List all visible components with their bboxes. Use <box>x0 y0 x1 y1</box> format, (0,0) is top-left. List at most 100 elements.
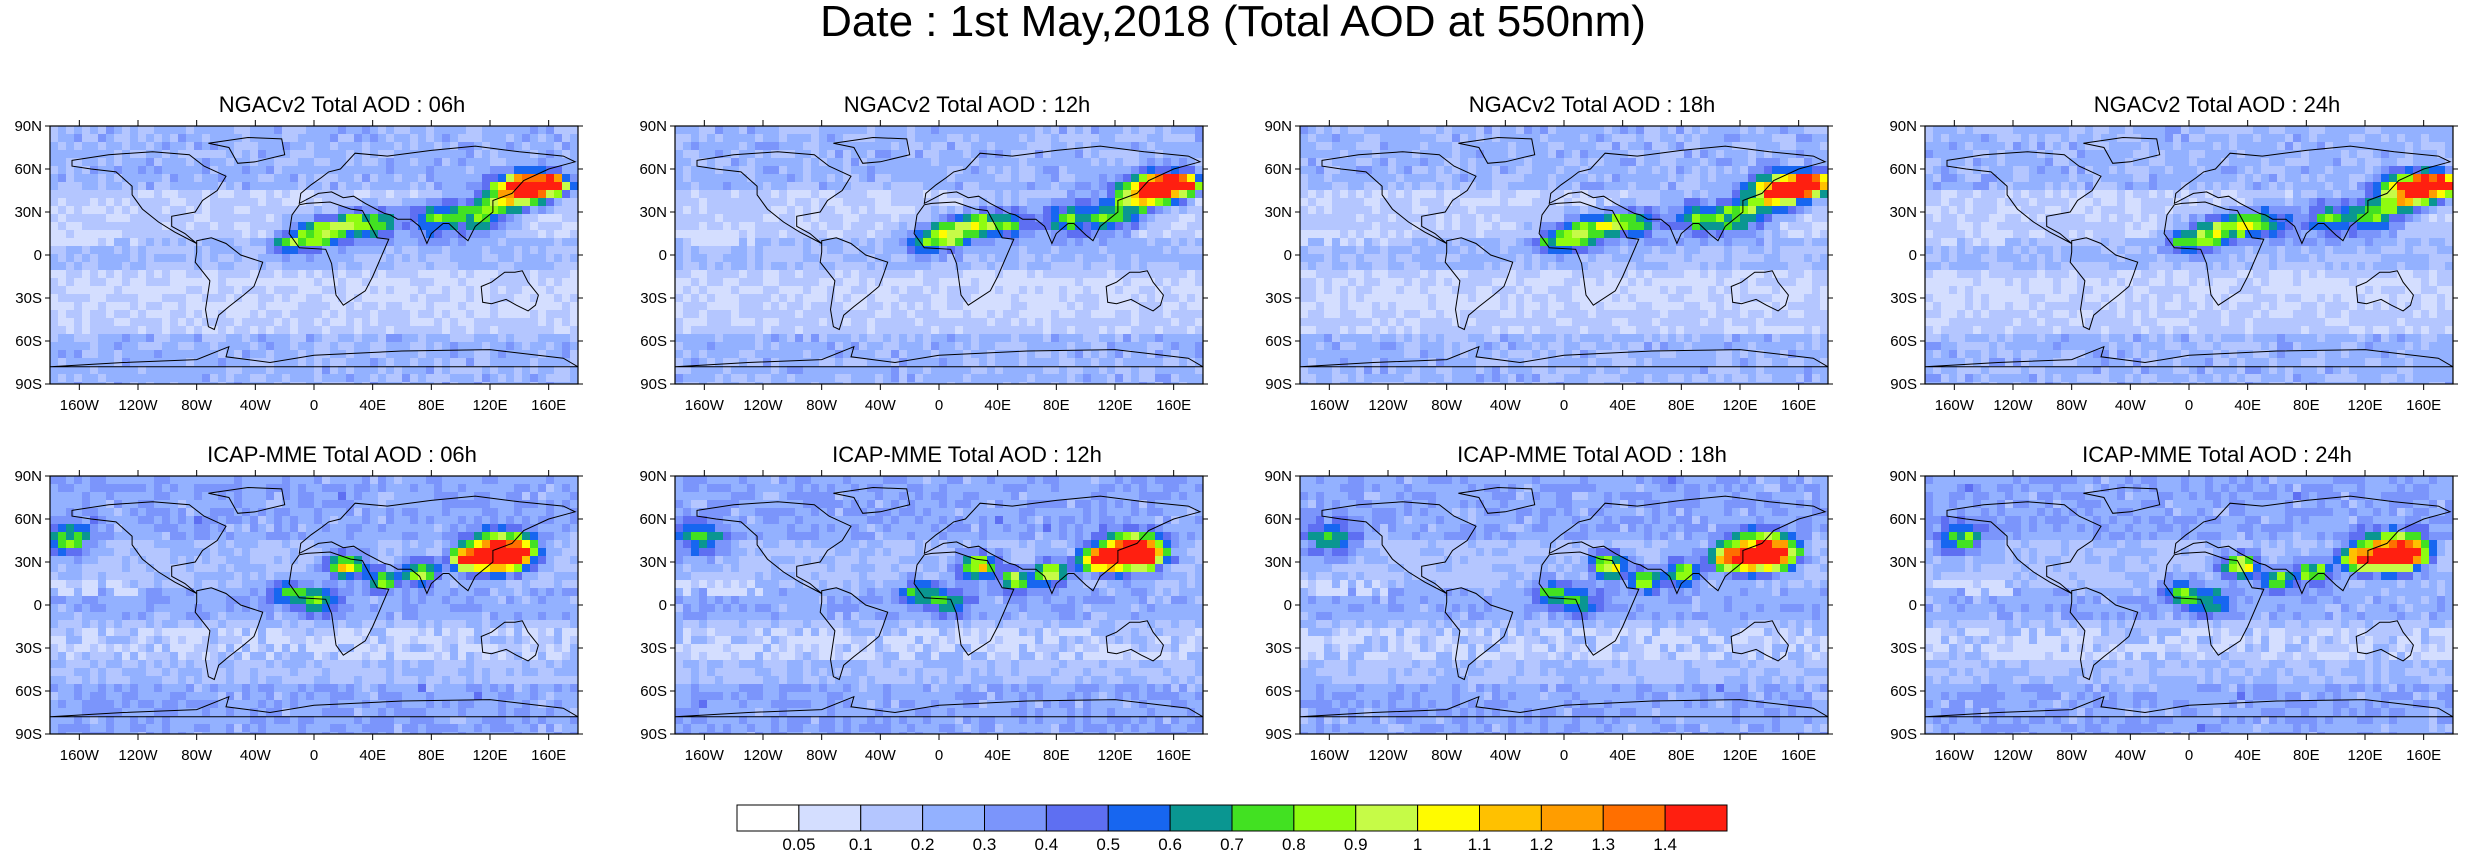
coastline <box>833 486 911 514</box>
lat-tick-label: 60N <box>14 161 42 178</box>
lat-tick-label: 90N <box>1264 118 1292 135</box>
lat-tick-label: 30S <box>15 290 42 307</box>
lat-tick-label: 30N <box>1264 204 1292 221</box>
colorbar-tick-label: 0.8 <box>1282 835 1306 854</box>
lat-tick-label: 0 <box>1284 597 1292 614</box>
coastline <box>2173 495 2452 595</box>
panel-title: ICAP-MME Total AOD : 06h <box>207 442 477 467</box>
aod-map: 90N 60N 30N 0 30S 60S 90S 160W 120W 80W 40W 0 40E 80E… <box>1264 468 1833 764</box>
colorbar-swatch <box>1355 804 1419 832</box>
coastline <box>208 136 286 164</box>
lon-tick-label: 160W <box>685 747 725 764</box>
lat-tick-label: 60N <box>1889 161 1917 178</box>
lat-tick-label: 0 <box>34 247 42 264</box>
panel-title: NGACv2 Total AOD : 24h <box>2093 92 2341 117</box>
lon-tick-label: 80E <box>2293 397 2320 414</box>
coastline <box>1458 136 1536 164</box>
lon-tick-label: 40E <box>359 397 386 414</box>
coastline <box>675 695 1203 718</box>
lon-tick-label: 40W <box>1490 397 1522 414</box>
lon-tick-label: 40W <box>1490 747 1522 764</box>
lon-tick-label: 160E <box>2406 747 2441 764</box>
lon-tick-label: 120E <box>2347 397 2382 414</box>
lon-tick-label: 160E <box>2406 397 2441 414</box>
lon-tick-label: 120E <box>1722 397 1757 414</box>
lat-tick-label: 60N <box>1889 511 1917 528</box>
coastline <box>1458 486 1536 514</box>
lat-tick-label: 0 <box>1909 597 1917 614</box>
lat-tick-label: 60S <box>640 683 667 700</box>
coastline <box>298 145 577 245</box>
lon-tick-label: 80W <box>181 747 213 764</box>
lon-tick-label: 80W <box>2056 397 2088 414</box>
lat-tick-label: 30N <box>1889 204 1917 221</box>
lat-tick-label: 60S <box>1890 333 1917 350</box>
coastline <box>1300 345 1828 368</box>
lat-tick-label: 30S <box>15 640 42 657</box>
colorbar-tick-label: 1.3 <box>1591 835 1616 854</box>
lon-tick-label: 160E <box>1781 747 1816 764</box>
lon-tick-label: 80E <box>418 747 445 764</box>
coastline <box>2355 270 2414 312</box>
colorbar-tick-label: 0.4 <box>1034 835 1059 854</box>
lon-tick-label: 120E <box>2347 747 2382 764</box>
coastline <box>696 501 852 594</box>
lon-tick-label: 40E <box>2234 747 2261 764</box>
coastline <box>1444 237 1514 331</box>
lon-tick-label: 80W <box>806 747 838 764</box>
coastline <box>1538 201 1640 306</box>
lat-tick-label: 60S <box>15 683 42 700</box>
lon-tick-label: 40E <box>984 747 1011 764</box>
lat-tick-label: 30N <box>1264 554 1292 571</box>
colorbar-swatch <box>1417 804 1480 832</box>
map-panel-icap-mme-24h: ICAP-MME Total AOD : 24h 90N 60N 30N 0 30S 60S… <box>1889 444 2466 778</box>
colorbar-swatch <box>984 804 1047 832</box>
colorbar-swatch <box>1293 804 1357 832</box>
lon-tick-label: 120W <box>1993 747 2033 764</box>
lat-tick-label: 90S <box>640 726 667 743</box>
lat-tick-label: 60S <box>640 333 667 350</box>
coastline <box>2069 587 2139 681</box>
colorbar-swatch <box>798 804 862 832</box>
map-panel-icap-mme-06h: ICAP-MME Total AOD : 06h 90N 60N 30N 0 30S 60S… <box>14 442 642 778</box>
lat-tick-label: 90N <box>639 118 667 135</box>
colorbar-swatch <box>1045 804 1109 832</box>
lon-tick-label: 120E <box>472 747 507 764</box>
lat-tick-label: 90S <box>1265 726 1292 743</box>
lat-tick-label: 60N <box>1264 511 1292 528</box>
lon-tick-label: 80E <box>1668 747 1695 764</box>
lat-tick-label: 30S <box>640 290 667 307</box>
colorbar-swatch <box>1540 804 1604 832</box>
map-panel-ngacv2-12h: NGACv2 Total AOD : 12h 90N 60N 30N 0 30S 60S 90… <box>639 94 1267 428</box>
coastline <box>1548 145 1827 245</box>
panel-title: ICAP-MME Total AOD : 18h <box>1457 442 1727 467</box>
lon-tick-label: 40E <box>1609 747 1636 764</box>
aod-map: 90N 60N 30N 0 30S 60S 90S 160W 120W 80W 40W 0 40E 80E… <box>639 468 1208 764</box>
coastline <box>2355 620 2414 662</box>
coastline <box>1946 151 2102 244</box>
coastline <box>194 237 264 331</box>
lat-tick-label: 90N <box>1889 468 1917 485</box>
lon-tick-label: 0 <box>310 397 318 414</box>
coastline <box>819 237 889 331</box>
aod-colorbar <box>736 804 1728 832</box>
coastline <box>2163 551 2265 656</box>
lat-tick-label: 90S <box>1265 376 1292 393</box>
lat-tick-label: 0 <box>1284 247 1292 264</box>
lat-tick-label: 60N <box>14 511 42 528</box>
coastline <box>2083 486 2161 514</box>
lon-tick-label: 160E <box>531 397 566 414</box>
lon-tick-label: 160W <box>60 397 100 414</box>
coastline <box>1321 501 1477 594</box>
lon-tick-label: 40W <box>865 747 897 764</box>
lat-tick-label: 90S <box>15 376 42 393</box>
lat-tick-label: 60S <box>1890 683 1917 700</box>
lat-tick-label: 30N <box>1889 554 1917 571</box>
panel-title: ICAP-MME Total AOD : 12h <box>832 442 1102 467</box>
lon-tick-label: 120E <box>472 397 507 414</box>
lat-tick-label: 90S <box>640 376 667 393</box>
coastline <box>2083 136 2161 164</box>
lat-tick-label: 90N <box>14 118 42 135</box>
coastline <box>696 151 852 244</box>
coastline <box>2163 201 2265 306</box>
